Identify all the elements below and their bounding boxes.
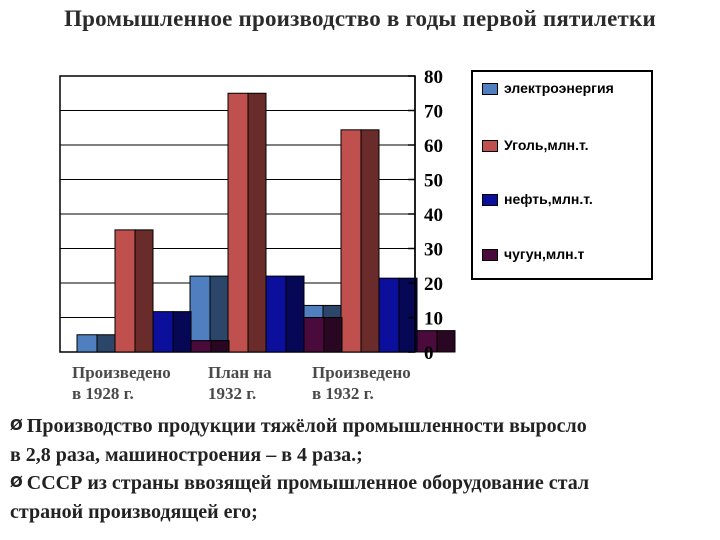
bar-3-2: [416, 330, 456, 353]
legend-swatch: [482, 194, 498, 206]
bar-1-0: [114, 229, 154, 353]
legend-swatch: [482, 140, 498, 152]
y-ticks: 0 10 20 30 40 50 60 70 80: [408, 67, 443, 364]
chart-legend: электроэнергия Уголь,млн.т. нефть,млн.т.…: [471, 70, 653, 280]
category-label-plan-1932: План на 1932 г.: [208, 362, 272, 404]
bar-front: [303, 317, 325, 353]
bar-side: [247, 92, 267, 353]
y-tick-label: 20: [424, 274, 443, 295]
bar-front: [227, 92, 249, 353]
bar-side: [285, 275, 305, 353]
category-label-line: 1932 г.: [208, 384, 257, 403]
bar-1-2: [340, 129, 380, 353]
category-label-1928: Произведено в 1928 г.: [72, 362, 171, 404]
category-label-line: в 1932 г.: [312, 384, 374, 403]
bar-3-0: [190, 340, 230, 353]
bar-front: [76, 334, 98, 353]
bullet-text: СССР из страны ввозящей промышленное обо…: [26, 472, 590, 494]
legend-label: Уголь,млн.т.: [504, 137, 589, 153]
bar-0-1: [189, 275, 229, 353]
bullet-item: Ø СССР из страны ввозящей промышленное об…: [10, 469, 715, 498]
bar-side: [134, 229, 154, 353]
bar-side: [96, 334, 116, 353]
bullet-item: Ø Производство продукции тяжёлой промышле…: [10, 412, 715, 441]
bar-front: [265, 275, 287, 353]
y-tick-label: 30: [424, 240, 443, 261]
y-tick-label: 0: [424, 343, 434, 364]
category-label-line: Произведено: [312, 363, 411, 382]
bar-2-2: [378, 277, 418, 353]
y-tick-label: 70: [424, 102, 443, 123]
bar-3-1: [303, 317, 343, 353]
bar-side: [172, 311, 192, 353]
bullet-text: Производство продукции тяжёлой промышлен…: [26, 415, 587, 437]
bar-side: [436, 330, 456, 353]
y-tick-label: 80: [424, 67, 443, 88]
legend-label: нефть,млн.т.: [504, 191, 593, 207]
arrow-bullet-icon: Ø: [10, 416, 23, 434]
bar-2-0: [152, 311, 192, 353]
bar-front: [378, 277, 400, 353]
bar-front: [152, 311, 174, 353]
y-tick-label: 50: [424, 171, 443, 192]
legend-swatch: [482, 249, 498, 261]
bars: [76, 92, 456, 353]
summary-bullets: Ø Производство продукции тяжёлой промышле…: [10, 412, 715, 526]
y-tick-label: 40: [424, 205, 443, 226]
bullet-continuation: страной производящей его;: [10, 501, 258, 523]
bar-0-0: [76, 334, 116, 353]
bar-side: [323, 317, 343, 353]
bullet-continuation: в 2,8 раза, машиностроения – в 4 раза.;: [10, 444, 363, 466]
category-label-line: Произведено: [72, 363, 171, 382]
legend-label: чугун,млн.т: [504, 246, 585, 262]
bar-1-1: [227, 92, 267, 353]
bar-front: [190, 340, 212, 353]
page-title: Промышленное производство в годы первой …: [64, 6, 656, 31]
bar-side: [360, 129, 380, 353]
arrow-bullet-icon: Ø: [10, 473, 23, 491]
bar-front: [114, 229, 136, 353]
y-tick-label: 10: [424, 309, 443, 330]
bar-side: [210, 340, 230, 353]
y-tick-label: 60: [424, 136, 443, 157]
bar-2-1: [265, 275, 305, 353]
category-label-line: План на: [208, 363, 272, 382]
category-label-1932: Произведено в 1932 г.: [312, 362, 411, 404]
bar-front: [340, 129, 362, 353]
category-label-line: в 1928 г.: [72, 384, 134, 403]
legend-label: электроэнергия: [504, 80, 614, 96]
legend-swatch: [482, 83, 498, 95]
